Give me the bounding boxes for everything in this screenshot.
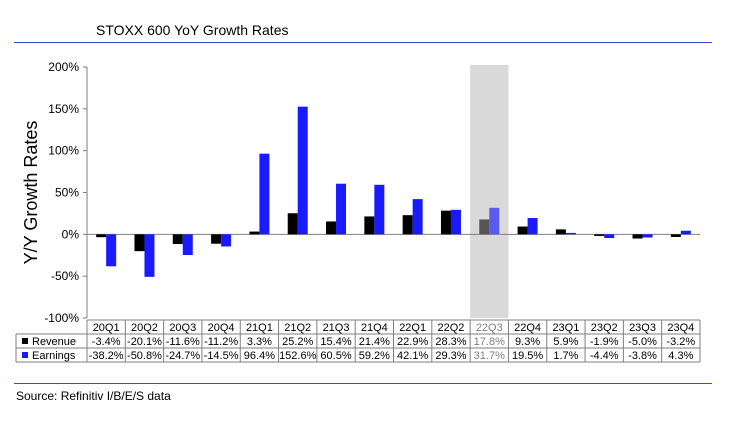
bar-revenue-23Q1	[555, 229, 566, 235]
bar-revenue-23Q4	[670, 234, 681, 238]
table-cell-earnings: 4.3%	[668, 350, 693, 362]
x-category-label: 21Q2	[284, 322, 311, 334]
bar-earnings-21Q2	[297, 106, 308, 235]
x-category-label: 23Q2	[591, 322, 618, 334]
bar-revenue-22Q3	[479, 219, 490, 235]
table-cell-revenue: -1.9%	[590, 336, 619, 348]
bar-earnings-23Q1	[565, 232, 576, 235]
table-cell-revenue: 28.3%	[435, 336, 466, 348]
table-cell-revenue: 15.4%	[320, 336, 351, 348]
table-cell-revenue: 9.3%	[515, 336, 540, 348]
bar-revenue-22Q2	[440, 210, 451, 235]
table-cell-earnings: -38.2%	[89, 350, 124, 362]
table-cell-earnings: 96.4%	[244, 350, 275, 362]
table-cell-earnings: -3.8%	[628, 350, 657, 362]
bar-earnings-20Q1	[106, 234, 117, 267]
bar-revenue-21Q4	[364, 216, 375, 235]
x-category-label: 22Q4	[514, 322, 541, 334]
bar-earnings-20Q4	[221, 234, 232, 247]
x-category-label: 20Q3	[169, 322, 196, 334]
bar-revenue-21Q2	[287, 213, 298, 235]
table-cell-earnings: 59.2%	[359, 350, 390, 362]
table-cell-earnings: 60.5%	[320, 350, 351, 362]
y-tick-label: -50%	[51, 269, 79, 283]
bar-revenue-23Q2	[594, 234, 605, 236]
source-rule	[14, 383, 712, 384]
bar-earnings-23Q4	[680, 230, 691, 235]
x-category-label: 21Q4	[361, 322, 388, 334]
y-tick-label: 200%	[48, 60, 79, 74]
bar-earnings-23Q2	[604, 234, 615, 239]
bar-earnings-22Q2	[450, 209, 461, 235]
table-cell-earnings: -24.7%	[165, 350, 200, 362]
table-cell-revenue: 21.4%	[359, 336, 390, 348]
bar-revenue-20Q2	[134, 234, 145, 252]
table-cell-earnings: 42.1%	[397, 350, 428, 362]
x-category-label: 22Q1	[399, 322, 426, 334]
bar-earnings-20Q2	[144, 234, 155, 277]
table-cell-revenue: -3.2%	[666, 336, 695, 348]
x-category-label: 23Q3	[629, 322, 656, 334]
bar-revenue-23Q3	[632, 234, 643, 239]
x-category-label: 22Q2	[438, 322, 465, 334]
table-cell-revenue: 25.2%	[282, 336, 313, 348]
y-axis-title: Y/Y Growth Rates	[21, 121, 41, 265]
bar-earnings-22Q3	[489, 207, 500, 235]
table-cell-earnings: 31.7%	[474, 350, 505, 362]
bar-revenue-20Q1	[96, 234, 107, 238]
bar-revenue-21Q1	[249, 231, 260, 235]
chart-title: STOXX 600 YoY Growth Rates	[96, 22, 289, 38]
table-cell-revenue: 22.9%	[397, 336, 428, 348]
title-rule	[14, 42, 712, 43]
table-cell-revenue: 3.3%	[247, 336, 272, 348]
table-cell-revenue: 17.8%	[474, 336, 505, 348]
x-category-label: 20Q1	[93, 322, 120, 334]
table-cell-revenue: -11.6%	[166, 336, 200, 348]
bar-revenue-21Q3	[326, 221, 337, 235]
table-cell-earnings: -14.5%	[204, 350, 239, 362]
bar-earnings-21Q1	[259, 153, 270, 235]
bar-earnings-23Q3	[642, 234, 653, 238]
table-cell-earnings: 152.6%	[279, 350, 317, 362]
x-category-label: 23Q1	[552, 322, 579, 334]
legend-label-revenue: Revenue	[32, 336, 76, 348]
table-cell-revenue: -11.2%	[204, 336, 238, 348]
x-category-label: 20Q2	[131, 322, 158, 334]
table-cell-earnings: 1.7%	[553, 350, 578, 362]
chart-area: 200% 150% 100% 50% 0% -50% -100% Y/Y Growth Rat…	[15, 60, 701, 363]
table-cell-earnings: 29.3%	[435, 350, 466, 362]
bar-earnings-21Q4	[374, 184, 385, 235]
bar-earnings-21Q3	[336, 183, 347, 235]
table-cell-earnings: -4.4%	[590, 350, 619, 362]
y-tick-label: 100%	[48, 144, 79, 158]
legend-label-earnings: Earnings	[32, 350, 76, 362]
table-cell-revenue: -3.4%	[92, 336, 121, 348]
bar-revenue-22Q4	[517, 226, 528, 235]
bar-revenue-20Q4	[211, 234, 222, 244]
highlight-band-22Q3	[470, 65, 509, 318]
bar-earnings-22Q1	[412, 199, 423, 235]
y-tick-label: 150%	[48, 102, 79, 116]
x-category-label: 21Q1	[246, 322, 273, 334]
legend-key-revenue	[22, 338, 28, 344]
y-tick-label: 0%	[62, 227, 80, 241]
table-cell-earnings: -50.8%	[127, 350, 162, 362]
bar-revenue-22Q1	[402, 215, 413, 235]
table-cell-revenue: -20.1%	[127, 336, 162, 348]
bar-earnings-20Q3	[182, 234, 193, 255]
y-tick-label: -100%	[44, 311, 79, 325]
table-cell-revenue: 5.9%	[553, 336, 578, 348]
table-cell-earnings: 19.5%	[512, 350, 543, 362]
bar-revenue-20Q3	[172, 234, 183, 245]
source-note: Source: Refinitiv I/B/E/S data	[16, 389, 171, 403]
x-category-label: 21Q3	[323, 322, 350, 334]
bar-earnings-22Q4	[527, 218, 538, 235]
table-cell-revenue: -5.0%	[628, 336, 657, 348]
y-tick-label: 50%	[55, 186, 79, 200]
legend-key-earnings	[22, 352, 28, 358]
x-category-label: 20Q4	[208, 322, 235, 334]
x-category-label: 23Q4	[667, 322, 694, 334]
x-category-label: 22Q3	[476, 322, 503, 334]
